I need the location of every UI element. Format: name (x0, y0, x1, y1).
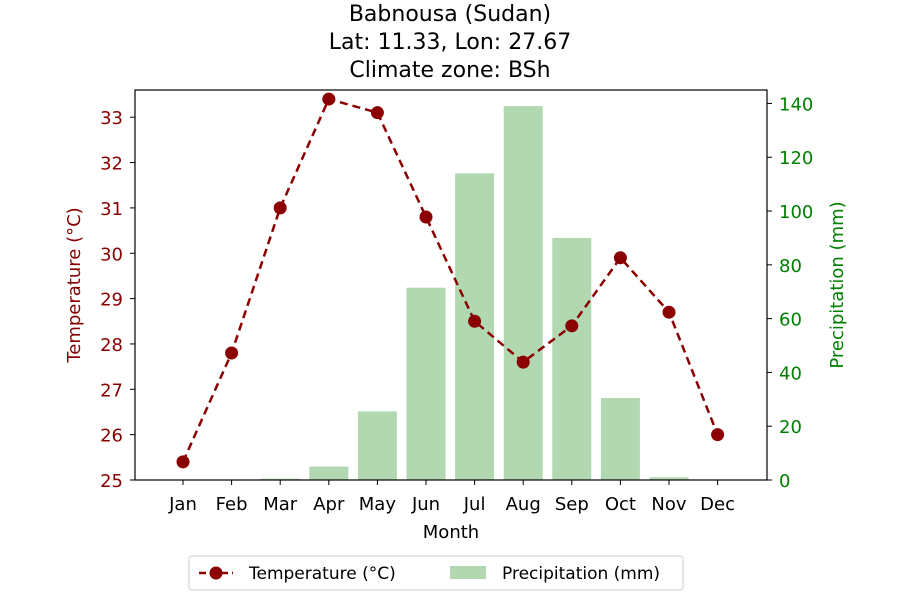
temperature-point-jan (176, 455, 190, 469)
temperature-point-may (370, 106, 384, 120)
x-tick-label: Jun (411, 494, 440, 515)
right-y-tick-label: 20 (779, 417, 802, 438)
temperature-point-nov (662, 305, 676, 319)
precipitation-bar-sep (552, 237, 592, 480)
legend-temperature-marker (209, 566, 223, 580)
right-y-tick-label: 40 (779, 363, 802, 384)
precipitation-bar-oct (600, 397, 640, 480)
legend-precipitation-swatch (450, 566, 486, 579)
temperature-point-aug (516, 355, 530, 369)
temperature-point-feb (225, 346, 239, 360)
left-y-tick-label: 27 (100, 380, 123, 401)
right-y-tick-label: 100 (779, 202, 813, 223)
title-line-3: Climate zone: BSh (349, 58, 550, 83)
x-tick-label: Feb (216, 494, 248, 515)
legend-box (188, 555, 684, 591)
left-y-tick-label: 28 (100, 335, 123, 356)
left-y-tick-label: 32 (100, 154, 123, 175)
x-tick-label: Jul (463, 494, 486, 515)
precipitation-bar-jun (406, 287, 446, 480)
precipitation-bar-mar (260, 478, 300, 480)
chart-title: Babnousa (Sudan) Lat: 11.33, Lon: 27.67 … (329, 2, 571, 83)
precipitation-bar-may (357, 411, 397, 480)
x-tick-label: Apr (313, 494, 345, 515)
right-y-axis-label: Precipitation (mm) (827, 201, 848, 368)
x-axis: Jan Feb Mar Apr May Jun Jul Aug Sep Oct Nov Dec (168, 480, 735, 515)
left-y-axis-label: Temperature (°C) (64, 207, 85, 363)
legend-precipitation-label: Precipitation (mm) (502, 564, 660, 584)
right-y-axis: 0 20 40 60 80 100 120 140 (767, 94, 813, 492)
precipitation-bar-aug (503, 106, 543, 480)
left-y-tick-label: 29 (100, 290, 123, 311)
title-line-2: Lat: 11.33, Lon: 27.67 (329, 30, 571, 55)
temperature-point-mar (273, 201, 287, 215)
x-tick-label: Dec (700, 494, 735, 515)
x-tick-label: Mar (263, 494, 298, 515)
temperature-point-jul (468, 314, 482, 328)
x-tick-label: Jan (168, 494, 197, 515)
temperature-point-apr (322, 92, 336, 106)
temperature-line-series (176, 92, 725, 469)
temperature-line (181, 97, 719, 463)
left-y-tick-label: 25 (100, 471, 123, 492)
left-y-tick-label: 30 (100, 244, 123, 265)
plot-frame (134, 89, 768, 481)
left-y-tick-label: 31 (100, 199, 123, 220)
temperature-point-jun (419, 210, 433, 224)
x-tick-label: Oct (605, 494, 636, 515)
right-y-tick-label: 0 (779, 471, 790, 492)
precipitation-bars (260, 106, 689, 480)
right-y-tick-label: 120 (779, 148, 813, 169)
precipitation-bar-nov (649, 477, 689, 480)
right-y-tick-label: 80 (779, 256, 802, 277)
x-tick-label: Nov (651, 494, 686, 515)
right-y-tick-label: 60 (779, 310, 802, 331)
left-y-axis: 25 26 27 28 29 30 31 32 33 (100, 108, 135, 492)
x-tick-label: Aug (506, 494, 541, 515)
right-y-tick-label: 140 (779, 94, 813, 115)
title-line-1: Babnousa (Sudan) (349, 2, 551, 27)
legend: Temperature (°C) Precipitation (mm) (188, 555, 684, 591)
left-y-tick-label: 26 (100, 426, 123, 447)
precipitation-bar-apr (309, 466, 349, 480)
temperature-point-sep (565, 319, 579, 333)
x-tick-label: Sep (555, 494, 589, 515)
x-tick-label: May (359, 494, 397, 515)
legend-temperature-label: Temperature (°C) (248, 564, 396, 584)
left-y-tick-label: 33 (100, 108, 123, 129)
temperature-point-oct (613, 251, 627, 265)
temperature-point-dec (711, 428, 725, 442)
x-axis-label: Month (423, 522, 479, 543)
